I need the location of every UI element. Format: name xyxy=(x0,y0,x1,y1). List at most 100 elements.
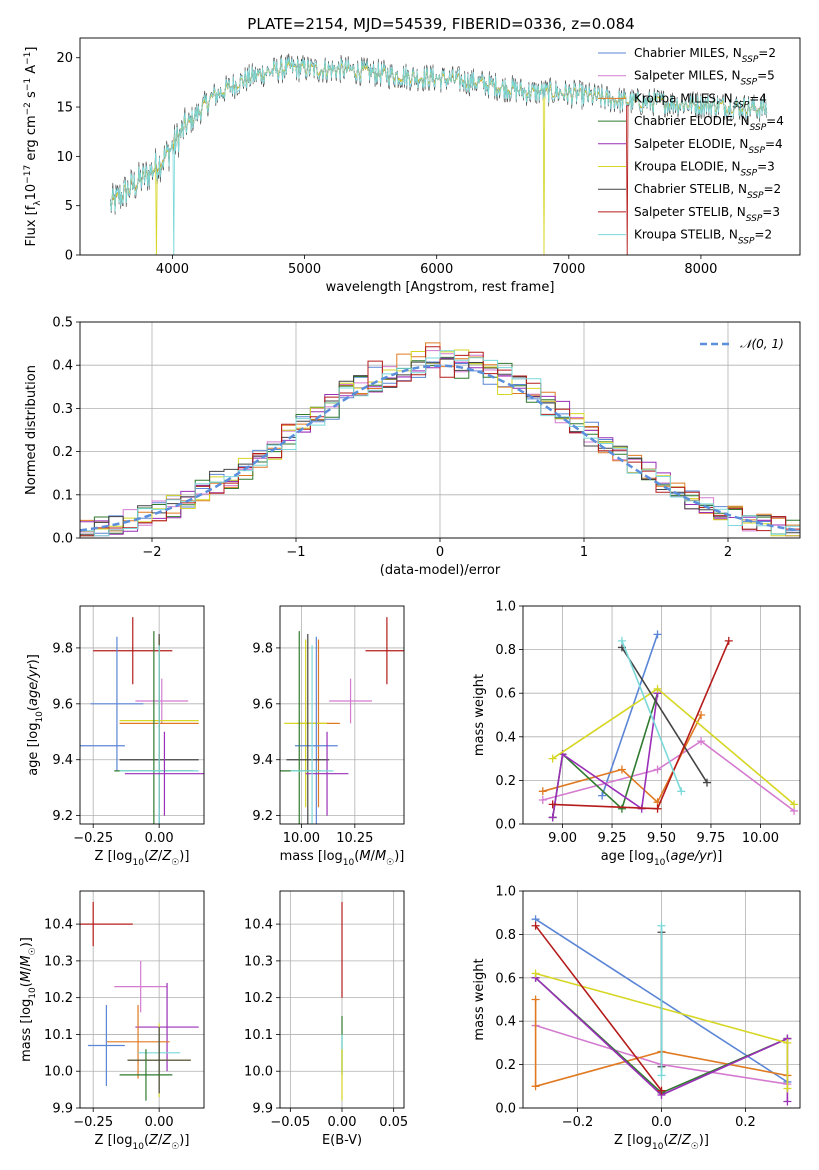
weight_vs_Z-xtick-label: 0.0 xyxy=(651,1115,672,1130)
weight_vs_age-xtick-label: 9.00 xyxy=(548,831,577,846)
weight_vs_age-xlabel: age [log10(age/yr)] xyxy=(601,849,723,868)
residuals-xtick-label: −1 xyxy=(286,545,305,560)
legend-entry-chabrier-stelib: Chabrier STELIB, NSSP=2 xyxy=(634,182,781,201)
mass_vs_Z-axes: −0.25 0.00 9.9 10.0 10.1 10.2 10.3 10.4 xyxy=(44,891,204,1130)
residuals-ytick-label: 0.4 xyxy=(52,359,73,374)
mass_vs_ebv-ytick-label: 10.3 xyxy=(244,954,273,969)
weight_vs_Z-ytick-label: 0.4 xyxy=(495,1015,516,1030)
age_vs_Z-ytick-label: 9.8 xyxy=(52,641,73,656)
weight_vs_age-marker xyxy=(653,684,662,693)
age_vs_mass-xtick-label: 10.00 xyxy=(283,831,320,846)
spectrum-ytick-label: 10 xyxy=(56,150,73,165)
age_vs_Z-frame xyxy=(79,605,205,825)
legend-entry-kroupa-elodie: Kroupa ELODIE, NSSP=3 xyxy=(634,160,775,179)
weight_vs_age-ytick-label: 0.4 xyxy=(495,730,516,745)
weight_vs_age-marker xyxy=(790,800,799,809)
residuals-xtick-label: 2 xyxy=(724,545,732,560)
legend-entry-salpeter-stelib: Salpeter STELIB, NSSP=3 xyxy=(634,205,780,224)
mass_vs_Z-xtick-label: −0.25 xyxy=(73,1115,113,1130)
weight_vs_age-line-salpeter-stelib xyxy=(552,640,730,810)
weight_vs_Z-ytick-label: 0.0 xyxy=(495,1102,516,1117)
weight_vs_Z-series-group xyxy=(531,915,792,1106)
age_vs_mass-ytick-label: 9.6 xyxy=(252,697,273,712)
weight_vs_age-line-chabrier-elodie xyxy=(551,692,659,818)
legend-entry-chabrier-miles: Chabrier MILES, NSSP=2 xyxy=(634,46,776,65)
mass_vs_ebv-xlabel: E(B-V) xyxy=(322,1133,362,1148)
weight_vs_age-marker xyxy=(617,765,626,774)
age_vs_Z-xtick-label: −0.25 xyxy=(73,831,113,846)
mass_vs_ebv-ytick-label: 10.4 xyxy=(244,918,273,933)
legend-entry-kroupa-miles: Kroupa MILES, NSSP=4 xyxy=(634,91,767,110)
weight_vs_Z-axes: −0.2 0.0 0.2 0.0 0.2 0.4 0.6 0.8 1.0 xyxy=(495,885,800,1130)
spectrum-axes: 4000 5000 6000 7000 8000 0 5 10 15 20 xyxy=(56,51,717,277)
mass_vs_ebv-ytick-label: 9.9 xyxy=(252,1102,273,1117)
weight_vs_Z-xtick-label: −0.2 xyxy=(562,1115,594,1130)
weight_vs_Z-ytick-label: 1.0 xyxy=(495,885,516,900)
weight_vs_age-line-salpeter-elodie xyxy=(551,693,659,818)
residual-hist-kroupa-stelib xyxy=(80,350,800,537)
mass_vs_Z-ytick-label: 10.3 xyxy=(44,954,73,969)
mass_vs_Z-xtick-label: 0.00 xyxy=(145,1115,174,1130)
legend-entry-salpeter-elodie: Salpeter ELODIE, NSSP=4 xyxy=(634,137,783,156)
residual-hist-salpeter-stelib xyxy=(80,346,800,537)
weight_vs_age-xtick-label: 10.00 xyxy=(742,831,779,846)
mass_vs_Z-ytick-label: 10.2 xyxy=(44,991,73,1006)
weight_vs_Z-line-kroupa-miles xyxy=(534,999,788,1088)
figure-title: PLATE=2154, MJD=54539, FIBERID=0336, z=0… xyxy=(247,15,634,33)
age_vs_Z-xtick-label: 0.00 xyxy=(145,831,174,846)
legend-entry-kroupa-stelib: Kroupa STELIB, NSSP=2 xyxy=(634,228,772,247)
age_vs_Z-xlabel: Z [log10(Z/Z☉)] xyxy=(95,849,190,868)
residual-hist-group xyxy=(80,342,800,537)
mass_vs_Z-ytick-label: 9.9 xyxy=(52,1102,73,1117)
residuals-ylabel: Normed distribution xyxy=(24,365,39,495)
mass_vs_Z-xlabel: Z [log10(Z/Z☉)] xyxy=(95,1133,190,1152)
weight_vs_Z-marker xyxy=(657,1071,666,1080)
mass_vs_Z-ylabel: mass [log10(M/M☉)] xyxy=(19,937,38,1062)
residuals-ytick-label: 0.1 xyxy=(52,488,73,503)
weight_vs_age-marker xyxy=(548,754,557,763)
gaussian-legend-label: 𝒩(0, 1) xyxy=(740,337,784,351)
age_vs_Z-ytick-label: 9.6 xyxy=(52,697,73,712)
mass_vs_Z-ytick-label: 10.4 xyxy=(44,918,73,933)
mass_vs_ebv-ytick-label: 10.0 xyxy=(244,1065,273,1080)
weight_vs_Z-marker xyxy=(657,1086,666,1095)
age_vs_mass-xtick-label: 10.25 xyxy=(336,831,373,846)
residuals-frame xyxy=(79,321,801,539)
weight_vs_age-marker xyxy=(538,796,547,805)
legend-entry-salpeter-miles: Salpeter MILES, NSSP=5 xyxy=(634,69,775,88)
weight_vs_Z-marker xyxy=(531,969,540,978)
weight_vs_age-marker xyxy=(653,765,662,774)
spectrum-line-kroupa-stelib xyxy=(110,57,768,255)
mass_vs_ebv-axes: −0.05 0.00 0.05 9.9 10.0 10.1 10.2 10.3 10.4 xyxy=(244,891,408,1130)
weight_vs_age-frame xyxy=(522,605,801,825)
weight_vs_Z-marker xyxy=(531,1082,540,1091)
age_vs_mass-points xyxy=(280,617,404,824)
mass_vs_ebv-frame xyxy=(279,890,405,1109)
mass_vs_ebv-xtick-label: −0.05 xyxy=(270,1115,310,1130)
weight_vs_age-ylabel: mass weight xyxy=(472,674,487,756)
mass_vs_Z-ytick-label: 10.1 xyxy=(44,1028,73,1043)
spectrum-ytick-label: 5 xyxy=(65,199,73,214)
weight_vs_age-marker xyxy=(538,787,547,796)
weight_vs_Z-marker xyxy=(783,1038,792,1047)
spectrum-xtick-label: 7000 xyxy=(552,262,585,277)
age_vs_mass-ytick-label: 9.8 xyxy=(252,641,273,656)
weight_vs_age-marker xyxy=(703,778,712,787)
weight_vs_age-ytick-label: 0.6 xyxy=(495,687,516,702)
spectrum-ylabel: Flux [fλ10−17 erg cm−2 s−1 A−1] xyxy=(23,47,43,247)
mass_vs_ebv-ytick-label: 10.2 xyxy=(244,991,273,1006)
spectrum-frame xyxy=(79,37,801,256)
spectrum-xtick-label: 8000 xyxy=(684,262,717,277)
gaussian-curve xyxy=(80,364,798,532)
weight_vs_age-marker xyxy=(617,636,626,645)
weight_vs_Z-frame xyxy=(522,890,801,1109)
residuals-xlabel: (data-model)/error xyxy=(380,563,501,578)
spectrum-xtick-label: 6000 xyxy=(420,262,453,277)
residuals-ytick-label: 0.5 xyxy=(52,316,73,331)
age_vs_mass-axes: 10.00 10.25 9.2 9.4 9.6 9.8 xyxy=(252,606,404,846)
residuals-xtick-label: −2 xyxy=(142,545,161,560)
spectrum-ytick-label: 15 xyxy=(56,101,73,116)
mass_vs_ebv-xtick-label: 0.05 xyxy=(379,1115,408,1130)
mass_vs_Z-frame xyxy=(79,890,205,1109)
